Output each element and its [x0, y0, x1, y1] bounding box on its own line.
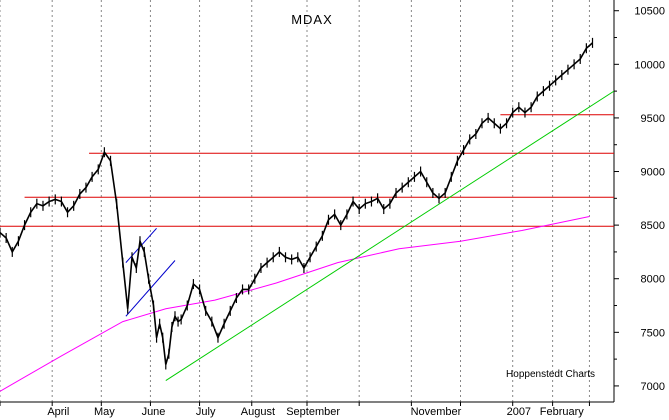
x-tick-label-1: May	[94, 406, 115, 418]
x-tick-label-0: April	[47, 406, 69, 418]
x-axis-ticks: April May June July August September November 2…	[0, 402, 590, 418]
y-tick-label-2: 8000	[641, 274, 665, 286]
x-tick-label-7: 2007	[507, 406, 531, 418]
y-tick-label-6: 10000	[634, 59, 665, 71]
chart-credit: Hoppenstedt Charts	[506, 369, 595, 380]
x-tick-label-3: July	[196, 406, 216, 418]
y-tick-label-5: 9500	[641, 113, 665, 125]
x-tick-label-2: June	[142, 406, 166, 418]
y-tick-label-0: 7000	[641, 381, 665, 393]
x-tick-label-8: February	[540, 406, 585, 418]
chart-title: MDAX	[291, 12, 333, 27]
price-line	[0, 42, 594, 365]
trend-line-0	[165, 90, 615, 381]
y-tick-label-7: 10500	[634, 6, 665, 18]
moving-average	[0, 216, 590, 392]
y-tick-label-1: 7500	[641, 327, 665, 339]
x-tick-label-6: November	[411, 406, 462, 418]
price-series	[0, 37, 594, 370]
horizontal-levels	[0, 114, 614, 227]
y-tick-label-4: 9000	[641, 167, 665, 179]
moving-average-line	[0, 216, 590, 392]
month-grid	[0, 0, 590, 402]
x-tick-label-4: August	[241, 406, 275, 418]
x-tick-label-5: September	[286, 406, 340, 418]
y-axis-ticks: 7000 7500 8000 8500 9000 9500 10000 10500	[614, 6, 665, 393]
y-tick-label-3: 8500	[641, 220, 665, 232]
